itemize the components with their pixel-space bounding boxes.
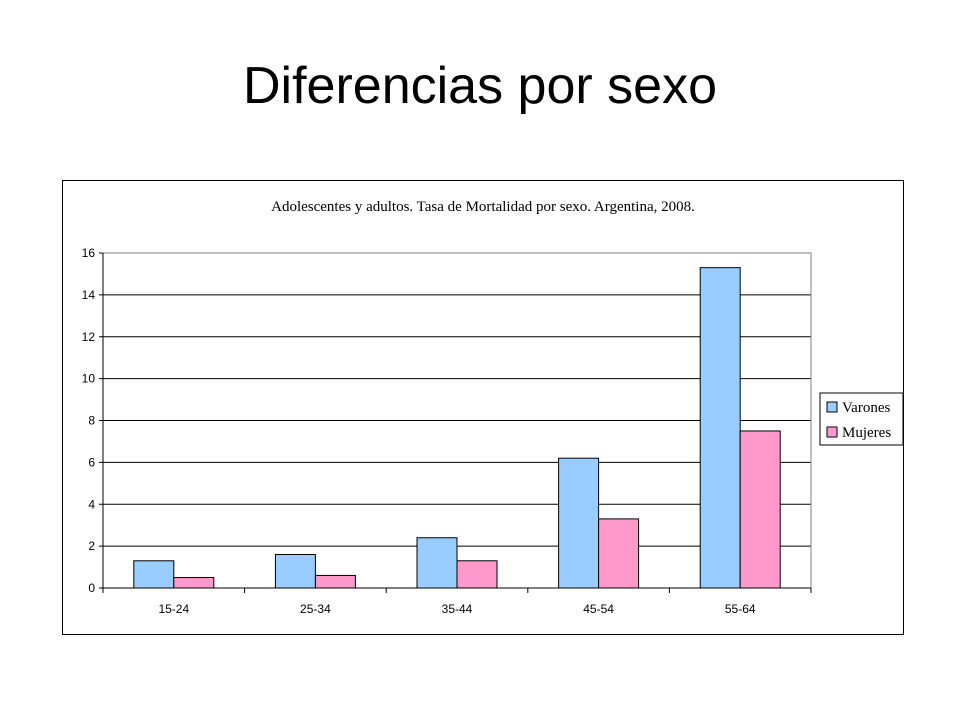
chart-frame: Adolescentes y adultos. Tasa de Mortalid… xyxy=(62,180,904,635)
x-tick-label: 55-64 xyxy=(725,602,756,616)
y-tick-label: 12 xyxy=(82,330,96,344)
y-tick-label: 4 xyxy=(88,497,95,511)
bar-varones-55-64 xyxy=(699,267,741,589)
slide-title: Diferencias por sexo xyxy=(243,57,717,115)
bar-varones-25-34 xyxy=(274,554,316,589)
y-tick-label: 2 xyxy=(88,539,95,553)
x-tick-label: 35-44 xyxy=(442,602,473,616)
y-tick-label: 6 xyxy=(88,455,95,469)
y-tick-label: 16 xyxy=(82,246,96,260)
chart: Adolescentes y adultos. Tasa de Mortalid… xyxy=(82,199,904,616)
bar-mujeres-25-34 xyxy=(314,574,356,589)
bar-varones-15-24 xyxy=(133,560,175,589)
legend: Varones Mujeres xyxy=(819,392,904,446)
legend-label-varones: Varones xyxy=(842,400,890,416)
x-tick-label: 15-24 xyxy=(158,602,189,616)
bar-varones-45-54 xyxy=(558,457,600,589)
legend-swatch-varones xyxy=(826,401,838,413)
axes: 0 2 4 6 8 10 12 14 16 15-24 25-34 35-44 45-54 55-64 xyxy=(82,246,812,616)
bar-mujeres-35-44 xyxy=(456,560,498,589)
x-tick-label: 45-54 xyxy=(583,602,614,616)
bar-mujeres-15-24 xyxy=(173,577,215,589)
y-tick-label: 8 xyxy=(88,414,95,428)
bars xyxy=(133,267,781,589)
bar-mujeres-55-64 xyxy=(739,430,781,589)
x-tick-label: 25-34 xyxy=(300,602,331,616)
y-tick-label: 0 xyxy=(88,581,95,595)
legend-label-mujeres: Mujeres xyxy=(842,425,891,441)
y-tick-label: 10 xyxy=(82,372,96,386)
y-tick-label: 14 xyxy=(82,288,96,302)
bar-varones-35-44 xyxy=(416,537,458,589)
bar-mujeres-45-54 xyxy=(598,518,640,589)
chart-title: Adolescentes y adultos. Tasa de Mortalid… xyxy=(271,199,695,215)
grid-lines xyxy=(103,252,811,547)
legend-swatch-mujeres xyxy=(826,426,838,438)
